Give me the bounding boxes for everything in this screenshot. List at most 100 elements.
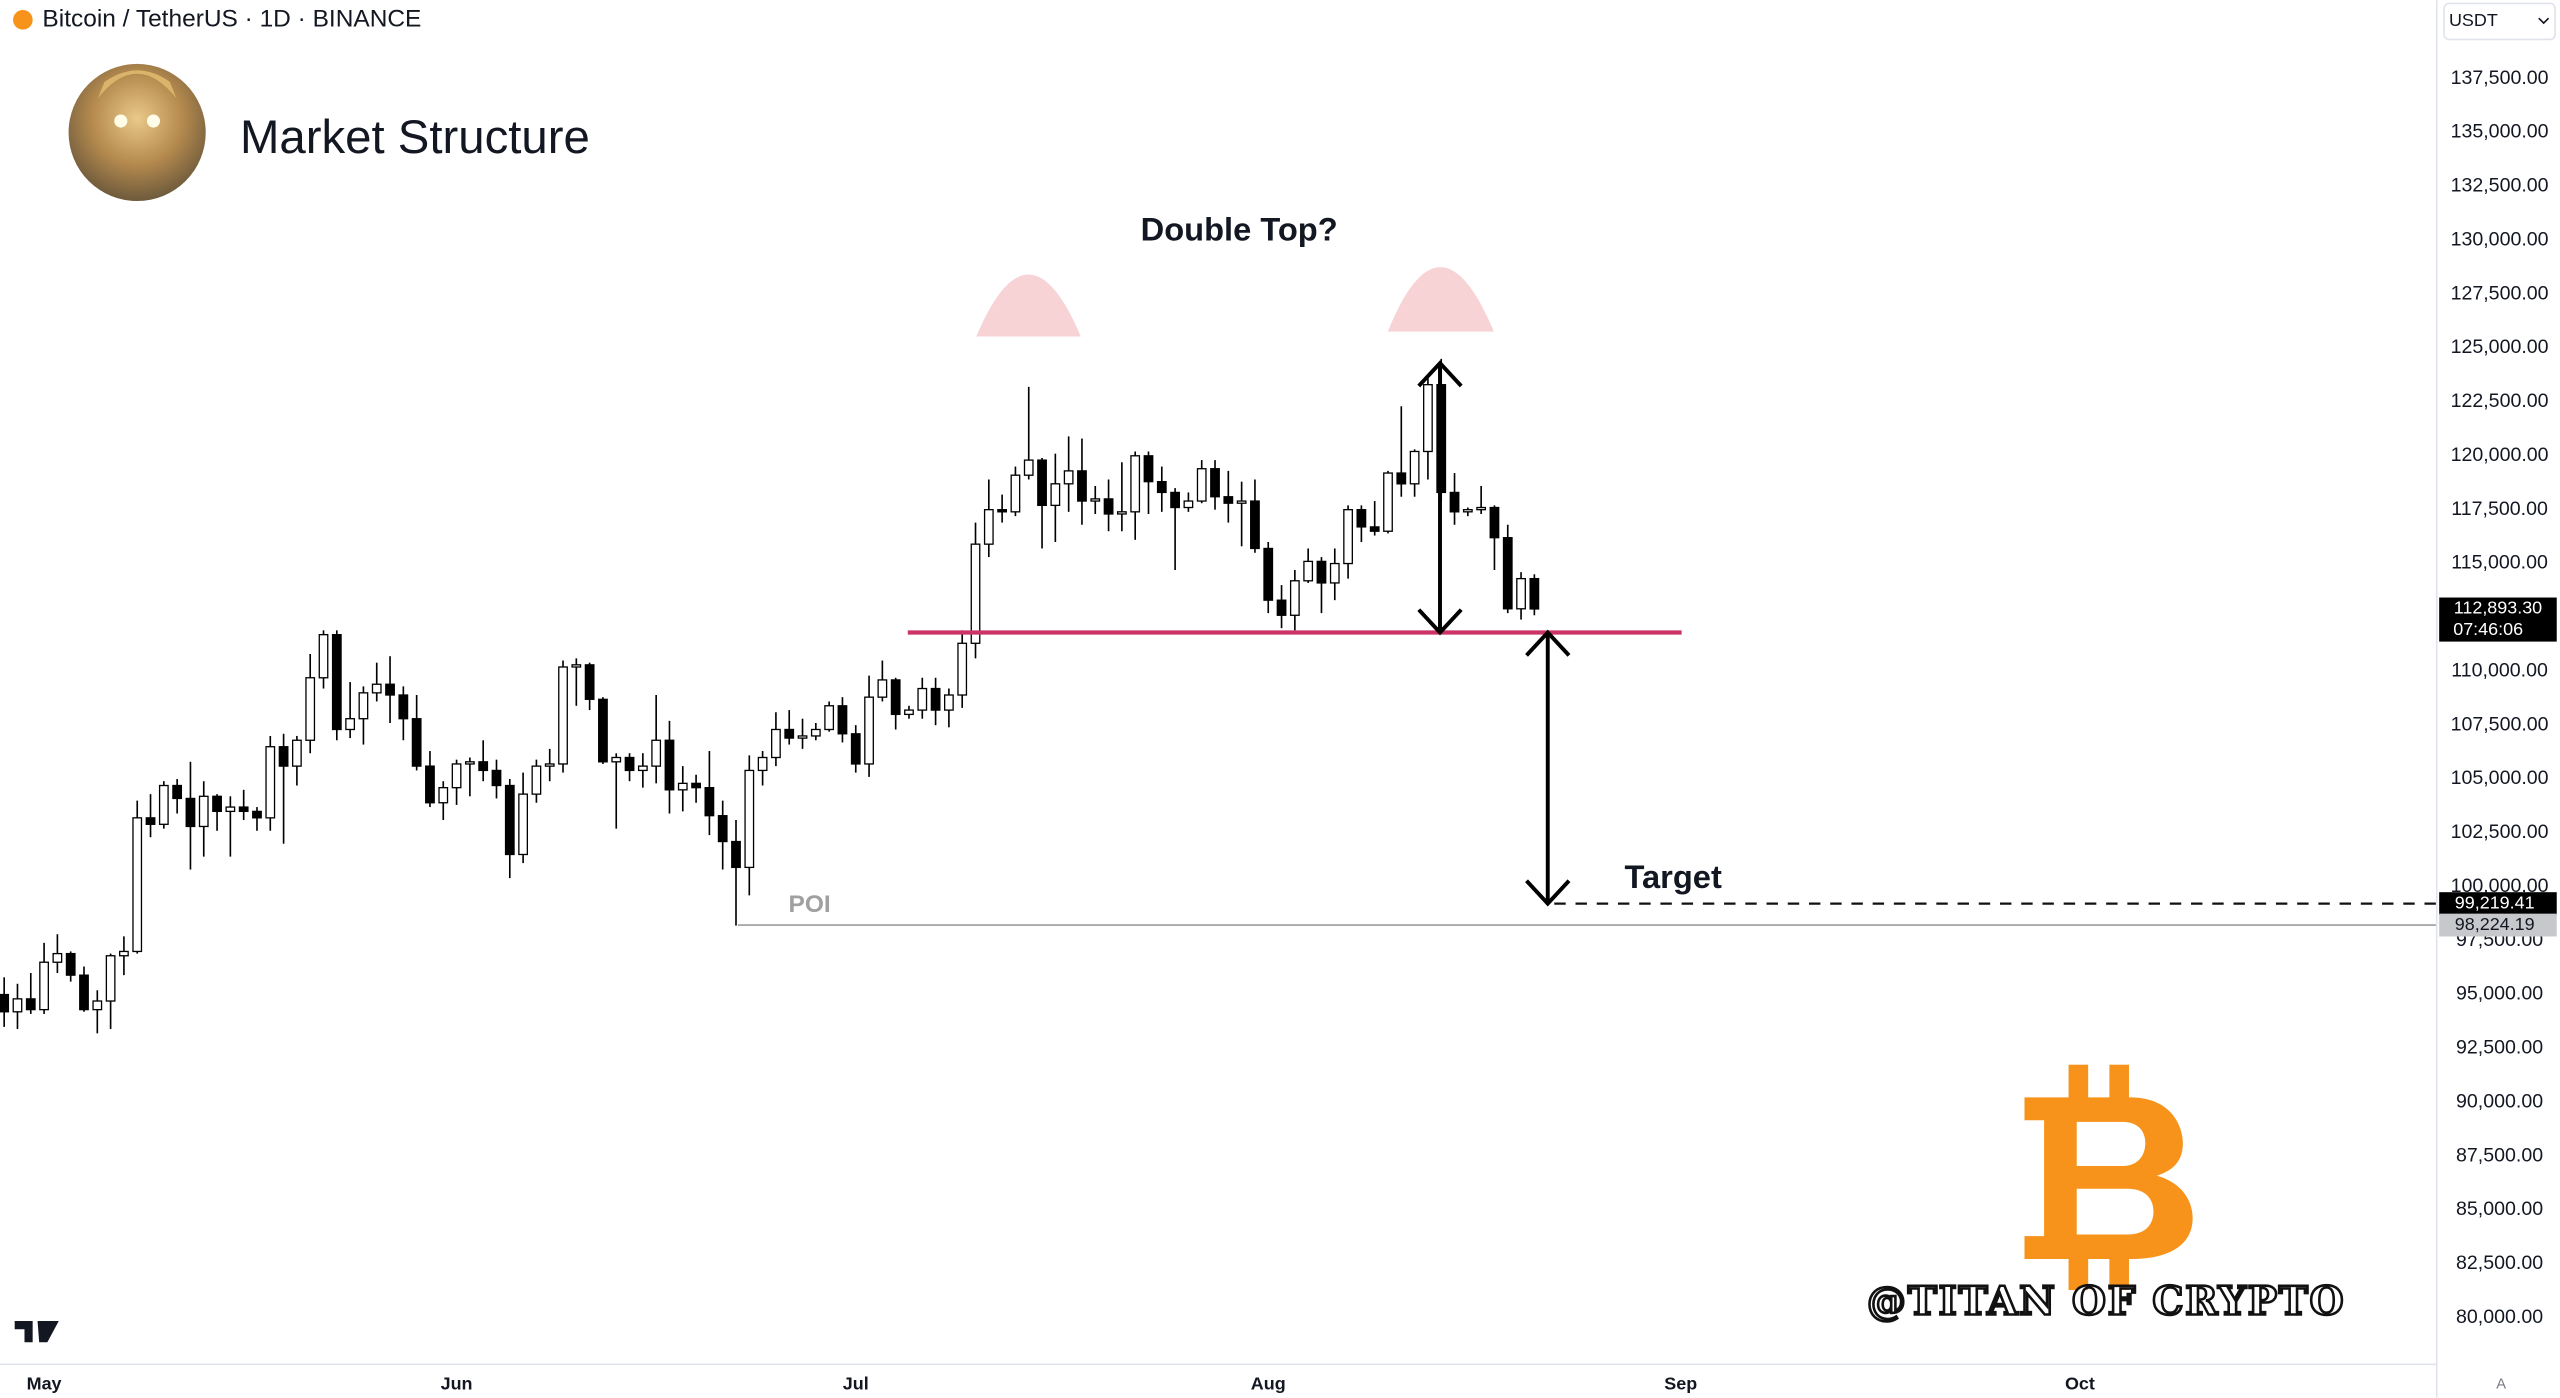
candle-body	[1250, 500, 1260, 550]
candle-body	[1210, 468, 1220, 498]
candle-body	[717, 815, 728, 843]
candle-body	[1236, 500, 1247, 504]
candle-body	[784, 728, 795, 739]
x-tick-label: Jun	[441, 1373, 473, 1393]
candle-body	[212, 795, 222, 813]
candle-body	[970, 543, 981, 644]
candle-body	[1156, 481, 1167, 494]
candle-body	[12, 998, 23, 1013]
candle-body	[132, 817, 143, 953]
tv-logo	[14, 1321, 59, 1343]
candle-body	[1143, 455, 1154, 483]
candle-body	[65, 952, 76, 976]
poi-badge	[2439, 913, 2557, 937]
candle-body	[1050, 483, 1061, 507]
target-badge	[2439, 892, 2557, 916]
candle-body	[1356, 509, 1367, 528]
countdown-label: 07:46:06	[2453, 619, 2523, 639]
candle-body	[345, 718, 356, 731]
arrow-head	[1417, 360, 1463, 388]
candle-body	[1423, 384, 1433, 453]
candle-body	[318, 634, 329, 679]
y-tick-label: 115,000.00	[2451, 552, 2548, 574]
candle-body	[757, 756, 768, 772]
candle-body	[385, 683, 395, 696]
candle-body	[850, 733, 861, 765]
arrow-head	[1525, 879, 1571, 907]
candle-body	[25, 998, 36, 1011]
candle-body	[744, 769, 755, 869]
candle-body	[451, 763, 462, 789]
candle-body	[292, 739, 302, 767]
candle-body	[1116, 511, 1127, 515]
target-price-label: 99,219.41	[2455, 892, 2535, 912]
candle-body	[877, 679, 888, 698]
y-tick-label: 107,500.00	[2451, 713, 2549, 735]
candle-body	[1303, 560, 1314, 582]
candle-body	[1343, 509, 1353, 565]
y-tick-label: 102,500.00	[2451, 821, 2549, 843]
top-marker	[1387, 267, 1494, 332]
candle-body	[1383, 472, 1393, 532]
time-axis: May Jun Jul Aug Sep Oct	[27, 1373, 2095, 1393]
candle-body	[637, 765, 648, 772]
target-label: Target	[1624, 858, 1721, 895]
y-tick-label: 80,000.00	[2456, 1306, 2543, 1328]
candle-body	[464, 761, 475, 765]
y-tick-label: 95,000.00	[2456, 983, 2543, 1005]
candle-body	[371, 683, 382, 694]
candle-body	[797, 735, 808, 739]
candle-body	[1476, 506, 1487, 511]
candle-body	[624, 756, 635, 772]
candle-body	[0, 993, 10, 1013]
y-tick-label: 105,000.00	[2451, 767, 2549, 789]
candle-body	[52, 952, 63, 963]
candle-body	[1276, 599, 1287, 616]
chevron	[2538, 17, 2550, 25]
y-tick-label: 135,000.00	[2451, 121, 2549, 143]
candle-body	[1010, 474, 1021, 513]
candle-body	[1396, 472, 1407, 485]
y-tick-label: 130,000.00	[2451, 228, 2549, 250]
y-tick-label: 100,000.00	[2451, 875, 2549, 897]
candle-body	[771, 728, 781, 759]
candle-body	[1090, 498, 1101, 502]
candle-body	[917, 687, 928, 711]
candle-body	[810, 728, 821, 737]
candle-body	[1502, 537, 1513, 610]
candle-body	[571, 664, 582, 668]
price-axis: 137,500.00 135,000.00 132,500.00 130,000.00…	[2451, 67, 2549, 1328]
y-tick-label: 127,500.00	[2451, 282, 2549, 304]
candle-body	[957, 642, 968, 696]
candle-body	[1077, 470, 1087, 502]
candle-body	[1183, 500, 1194, 509]
candle-body	[1130, 455, 1141, 513]
arrow-head	[1417, 608, 1463, 636]
auto-scale-button[interactable]: A	[2496, 1377, 2506, 1393]
candle-body	[145, 817, 156, 825]
y-tick-label: 125,000.00	[2451, 336, 2549, 358]
candle-body	[358, 692, 369, 720]
y-tick-label: 120,000.00	[2451, 444, 2549, 466]
y-tick-label: 117,500.00	[2451, 498, 2548, 520]
x-tick-label: Jul	[843, 1373, 869, 1393]
candle-body	[611, 756, 622, 763]
candle-body	[425, 765, 435, 804]
currency-button[interactable]	[2443, 2, 2556, 41]
y-tick-label: 82,500.00	[2456, 1252, 2543, 1274]
candle-body	[584, 664, 595, 700]
candle-body	[1170, 491, 1181, 509]
symbol-icon	[13, 10, 33, 30]
candle-body	[411, 718, 422, 767]
bitcoin-logo	[2024, 1064, 2193, 1291]
candle-body	[664, 739, 675, 791]
candle-body	[1489, 506, 1500, 539]
candle-body	[677, 782, 688, 791]
y-tick-label: 85,000.00	[2456, 1198, 2543, 1220]
candle-body	[1063, 470, 1074, 485]
candle-body	[518, 793, 528, 856]
x-tick-label: May	[27, 1373, 62, 1393]
y-tick-label: 110,000.00	[2451, 659, 2548, 681]
top-marker	[976, 274, 1081, 337]
